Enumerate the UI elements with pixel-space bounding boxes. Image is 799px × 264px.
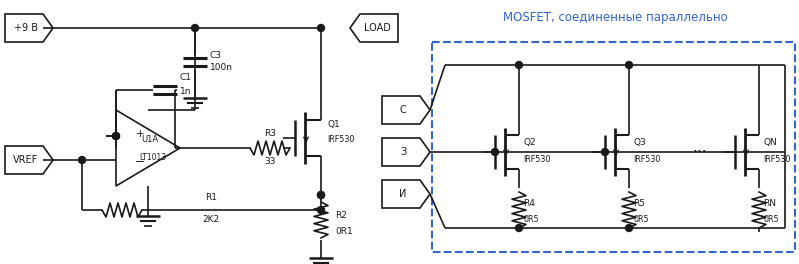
Circle shape bbox=[113, 133, 120, 139]
Text: LOAD: LOAD bbox=[364, 23, 391, 33]
Text: Q3: Q3 bbox=[633, 138, 646, 147]
Text: R3: R3 bbox=[264, 130, 276, 139]
Text: IRF530: IRF530 bbox=[523, 155, 551, 164]
Text: MOSFET, соединенные параллельно: MOSFET, соединенные параллельно bbox=[503, 12, 727, 25]
Circle shape bbox=[317, 25, 324, 31]
Text: ···: ··· bbox=[693, 144, 707, 159]
Text: VREF: VREF bbox=[14, 155, 38, 165]
Circle shape bbox=[317, 191, 324, 199]
Text: R4: R4 bbox=[523, 200, 535, 209]
Text: +: + bbox=[136, 129, 145, 139]
Circle shape bbox=[491, 148, 499, 155]
Circle shape bbox=[78, 157, 85, 163]
Text: 2K2: 2K2 bbox=[202, 215, 220, 224]
Circle shape bbox=[626, 224, 633, 232]
Text: Q1: Q1 bbox=[327, 120, 340, 129]
Text: 33: 33 bbox=[264, 157, 276, 166]
Text: C3: C3 bbox=[210, 50, 222, 59]
Text: IRF530: IRF530 bbox=[327, 135, 355, 144]
Text: IRF530: IRF530 bbox=[763, 155, 790, 164]
Text: U1A: U1A bbox=[141, 135, 158, 144]
Text: LT1013: LT1013 bbox=[140, 153, 166, 163]
Text: R1: R1 bbox=[205, 194, 217, 202]
Text: +9 B: +9 B bbox=[14, 23, 38, 33]
Text: С: С bbox=[400, 105, 407, 115]
Circle shape bbox=[317, 191, 324, 199]
Text: IRF530: IRF530 bbox=[633, 155, 661, 164]
Text: C1: C1 bbox=[180, 73, 192, 82]
Text: R5: R5 bbox=[633, 200, 645, 209]
Text: −: − bbox=[135, 155, 145, 168]
Circle shape bbox=[626, 62, 633, 68]
Text: И: И bbox=[400, 189, 407, 199]
Text: RN: RN bbox=[763, 200, 776, 209]
Text: 0R5: 0R5 bbox=[523, 215, 539, 224]
Circle shape bbox=[113, 133, 120, 139]
Circle shape bbox=[602, 148, 609, 155]
Circle shape bbox=[515, 224, 523, 232]
Text: 100n: 100n bbox=[210, 64, 233, 73]
Text: З: З bbox=[400, 147, 406, 157]
Circle shape bbox=[515, 62, 523, 68]
Text: R2: R2 bbox=[335, 210, 347, 219]
Circle shape bbox=[192, 25, 198, 31]
Text: Q2: Q2 bbox=[523, 138, 535, 147]
Text: 1n: 1n bbox=[180, 87, 192, 97]
Text: QN: QN bbox=[763, 138, 777, 147]
Polygon shape bbox=[116, 110, 180, 186]
Text: 0R1: 0R1 bbox=[335, 227, 352, 235]
Text: 0R5: 0R5 bbox=[763, 215, 778, 224]
Text: 0R5: 0R5 bbox=[633, 215, 649, 224]
Circle shape bbox=[317, 206, 324, 214]
